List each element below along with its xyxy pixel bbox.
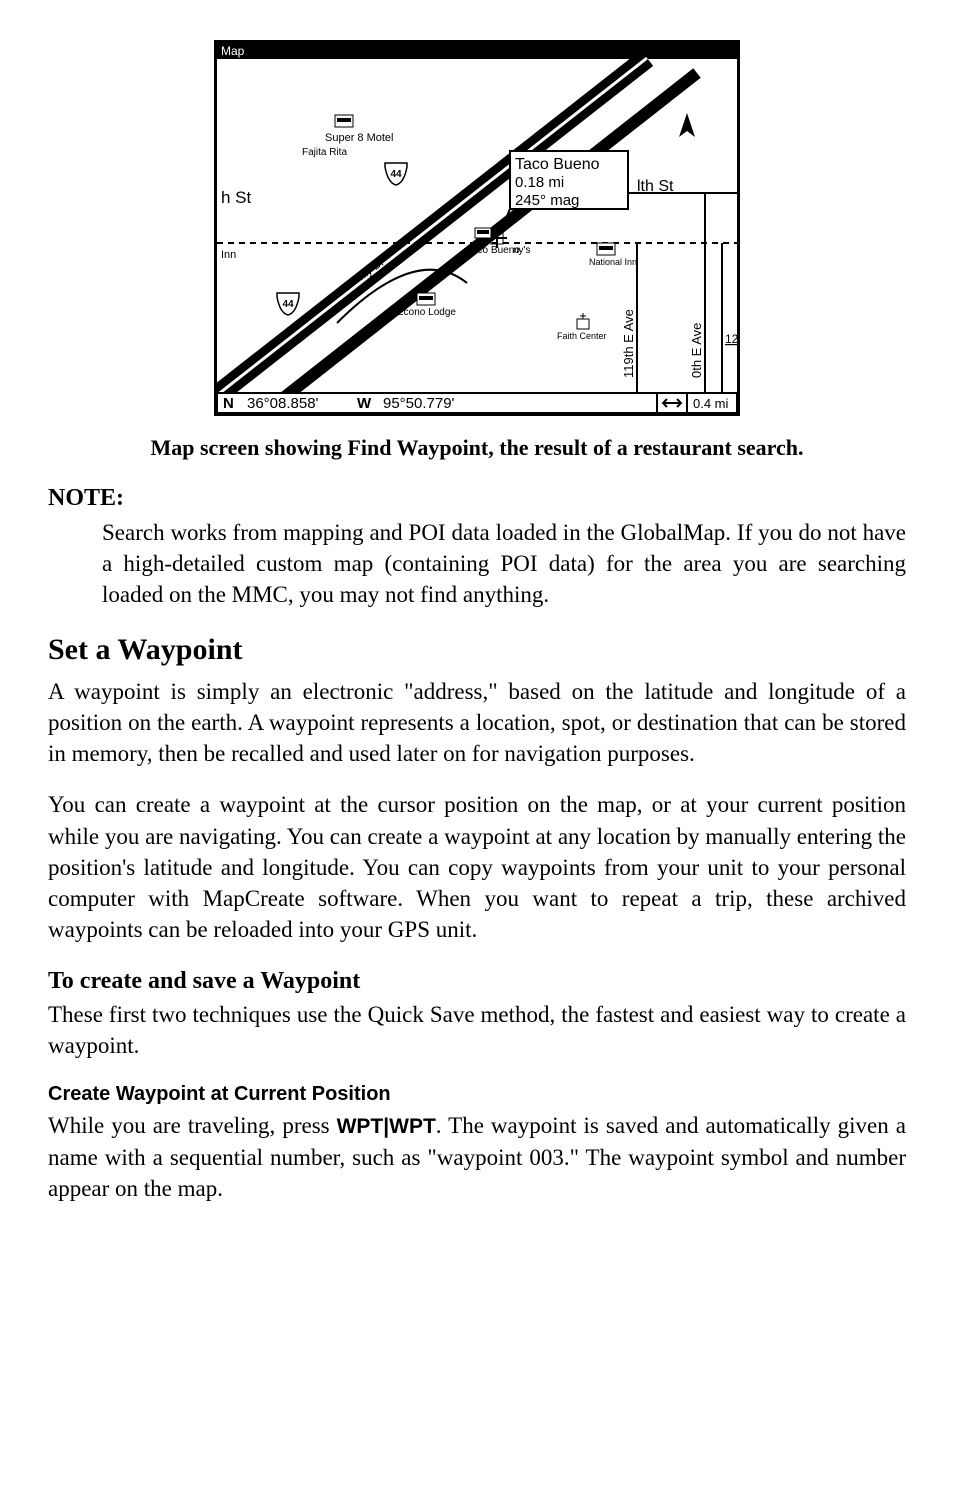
status-zoom: 0.4 mi: [693, 396, 729, 411]
label-faith: Faith Center: [557, 331, 607, 341]
paragraph-2: You can create a waypoint at the cursor …: [48, 789, 906, 944]
note-body: Search works from mapping and POI data l…: [102, 517, 906, 610]
paragraph-4: While you are traveling, press WPT|WPT. …: [48, 1110, 906, 1203]
label-hst: h St: [221, 188, 252, 207]
svg-text:44: 44: [282, 299, 294, 310]
svg-text:Taco Bueno: Taco Bueno: [515, 156, 600, 173]
paragraph-1: A waypoint is simply an electronic "addr…: [48, 676, 906, 769]
key-wpt: WPT|WPT: [337, 1115, 436, 1138]
label-0ave: 0th E Ave: [689, 323, 704, 378]
map-title: Map: [221, 44, 245, 58]
svg-text:44: 44: [390, 169, 402, 180]
subheading-current-position: Create Waypoint at Current Position: [48, 1081, 906, 1108]
bed-icon-national: [597, 243, 615, 255]
svg-text:245° mag: 245° mag: [515, 192, 579, 209]
map-screenshot: Map 44 44 Taco Bueno 0.18 mi 245°: [48, 40, 906, 423]
status-lon: 95°50.779': [383, 395, 455, 412]
map-svg: Map 44 44 Taco Bueno 0.18 mi 245°: [214, 40, 740, 416]
figure-caption: Map screen showing Find Waypoint, the re…: [48, 433, 906, 463]
label-12: 12: [725, 332, 739, 346]
label-motel: Super 8 Motel: [325, 132, 393, 144]
svg-text:0.18 mi: 0.18 mi: [515, 174, 564, 191]
bed-icon-1: [335, 115, 353, 127]
section-heading: Set a Waypoint: [48, 630, 906, 671]
status-w: W: [357, 395, 372, 412]
para4-pre: While you are traveling, press: [48, 1113, 337, 1138]
label-nys: ny's: [513, 245, 530, 256]
note-label: NOTE:: [48, 482, 906, 514]
label-inn: Inn: [221, 249, 236, 261]
status-lat: 36°08.858': [247, 395, 319, 412]
subheading-create-save: To create and save a Waypoint: [48, 965, 906, 997]
status-n: N: [223, 395, 234, 412]
bed-icon-cursor: [475, 228, 491, 238]
label-national: National Inn: [589, 257, 637, 267]
label-econo: Econo Lodge: [397, 307, 456, 318]
paragraph-3: These first two techniques use the Quick…: [48, 999, 906, 1061]
label-lthst: lth St: [637, 178, 674, 195]
label-fajita: Fajita Rita: [302, 147, 347, 158]
bed-icon-econo: [417, 293, 435, 305]
label-119ave: 119th E Ave: [621, 309, 636, 378]
